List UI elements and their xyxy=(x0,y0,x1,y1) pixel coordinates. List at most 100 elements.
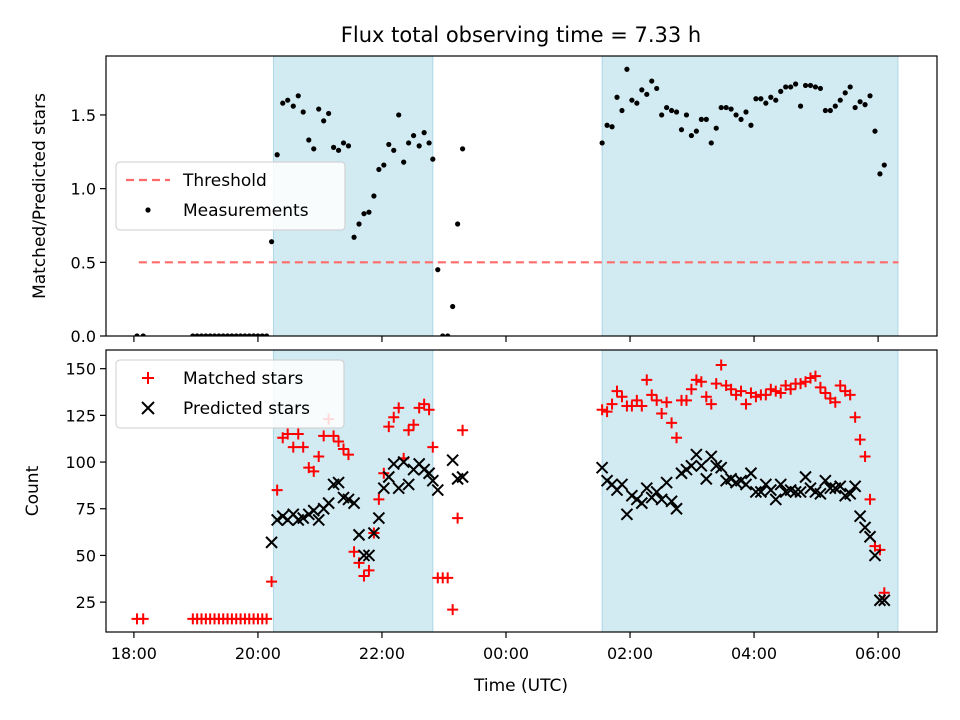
matched-star-point xyxy=(740,398,752,410)
measurement-point xyxy=(872,128,878,134)
measurement-point xyxy=(857,99,863,105)
matched-star-point xyxy=(725,383,737,395)
series-0-0 xyxy=(134,66,887,336)
predicted-star-point xyxy=(764,483,778,497)
predicted-star-point xyxy=(665,495,678,508)
predicted-star-point xyxy=(377,481,391,495)
matched-star-point xyxy=(735,385,747,397)
measurement-point xyxy=(793,81,799,87)
predicted-star-point xyxy=(848,480,862,493)
measurement-point xyxy=(678,127,685,133)
measurement-point xyxy=(211,333,218,336)
predicted-star-point xyxy=(397,455,410,469)
measurement-point xyxy=(668,107,675,114)
measurement-point xyxy=(280,100,286,106)
legend-label: Threshold xyxy=(182,171,267,191)
matched-star-point xyxy=(297,441,309,453)
matched-star-point xyxy=(785,383,797,395)
measurement-point xyxy=(421,130,427,136)
predicted-star-point xyxy=(749,485,763,499)
measurement-point xyxy=(703,116,709,122)
measurement-point xyxy=(268,239,275,245)
legend: Threshold Measurements xyxy=(115,161,346,231)
measurement-point xyxy=(356,221,362,227)
measurement-point xyxy=(224,333,231,336)
predicted-star-point xyxy=(296,511,310,525)
measurement-point xyxy=(351,234,357,240)
series-1-1 xyxy=(265,448,891,607)
predicted-star-point xyxy=(307,504,320,517)
measurement-point xyxy=(381,162,387,168)
predicted-star-point xyxy=(873,594,887,607)
predicted-star-point xyxy=(265,536,278,549)
matched-star-point xyxy=(452,512,464,524)
measurement-point xyxy=(713,125,719,131)
matched-star-point xyxy=(864,493,876,505)
measurement-point xyxy=(733,112,739,118)
matched-star-point xyxy=(403,424,415,436)
matched-star-point xyxy=(318,430,330,442)
measurement-point xyxy=(827,107,833,114)
measurement-point xyxy=(881,162,887,168)
matched-star-point xyxy=(770,385,782,397)
measurement-point xyxy=(416,143,422,149)
measurement-point xyxy=(237,333,244,336)
measurement-point xyxy=(326,110,332,117)
matched-star-point xyxy=(804,372,816,384)
predicted-star-point xyxy=(426,474,440,487)
predicted-star-point xyxy=(402,478,415,491)
measurement-point xyxy=(440,333,446,336)
top-panel: 0.0 0.5 1.0 1.5 Matched/Predicted stars Thres… xyxy=(30,55,938,346)
matched-star-point xyxy=(685,383,697,395)
measurement-point xyxy=(207,333,213,336)
measurement-point xyxy=(763,100,769,106)
matched-star-point xyxy=(363,564,375,576)
measurement-point xyxy=(599,140,605,146)
measurement-point xyxy=(306,137,312,143)
measurement-point xyxy=(708,140,714,146)
measurement-point xyxy=(435,267,441,273)
measurement-point xyxy=(723,104,729,111)
matched-star-point xyxy=(795,378,807,390)
predicted-star-point xyxy=(789,485,802,499)
predicted-star-point xyxy=(799,470,812,484)
predicted-star-point xyxy=(392,481,405,495)
measurement-point xyxy=(802,82,809,89)
matched-star-point xyxy=(671,432,683,444)
x-tick-label: 18:00 xyxy=(111,644,157,663)
measurement-point xyxy=(688,132,695,139)
measurement-point xyxy=(847,84,853,90)
predicted-star-point xyxy=(819,474,832,487)
predicted-star-point xyxy=(714,461,728,474)
y-tick-label: 0.0 xyxy=(71,327,96,346)
matched-star-point xyxy=(680,394,692,406)
measurement-point xyxy=(738,116,744,122)
matched-star-point xyxy=(137,613,149,625)
measurement-point xyxy=(300,109,306,115)
matched-star-point xyxy=(328,430,340,442)
measurement-point xyxy=(361,211,367,217)
measurement-point xyxy=(406,140,412,146)
matched-star-point xyxy=(695,376,707,388)
matched-star-point xyxy=(611,385,623,397)
predicted-star-point xyxy=(754,485,768,499)
predicted-star-point xyxy=(843,487,857,501)
predicted-star-point xyxy=(595,461,609,474)
matched-star-point xyxy=(834,379,846,391)
legend-label: Predicted stars xyxy=(183,399,310,419)
predicted-star-point xyxy=(362,549,376,562)
measurement-point xyxy=(743,109,749,115)
measurement-point xyxy=(246,333,252,336)
measurement-point xyxy=(311,146,317,152)
matched-star-point xyxy=(423,404,435,416)
measurement-point xyxy=(134,333,140,336)
predicted-star-point xyxy=(347,496,361,510)
predicted-star-point xyxy=(431,483,444,497)
predicted-star-point xyxy=(367,526,381,540)
matched-star-point xyxy=(829,396,841,408)
predicted-star-point xyxy=(650,485,663,499)
predicted-star-point xyxy=(446,453,459,467)
predicted-star-point xyxy=(635,496,649,510)
y-axis-label: Count xyxy=(23,465,43,516)
